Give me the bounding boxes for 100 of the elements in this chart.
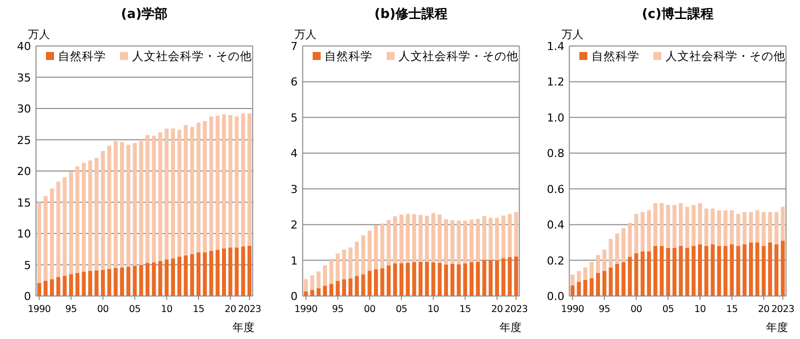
bar [322,286,327,296]
bar [698,203,702,244]
x-axis-title: 年度 [766,321,788,334]
bar [768,212,772,242]
bar [476,262,480,296]
bar [368,270,372,296]
y-tick-label: 35 [17,71,31,84]
bar [653,246,658,296]
x-tick-label: 20 [491,304,504,315]
x-tick-label: 00 [364,304,376,315]
bar [438,214,442,263]
bar [202,121,207,252]
bar [508,257,512,296]
bar [69,172,74,274]
chart-title: (b)修士課程 [374,6,448,22]
x-tick-label: 05 [129,304,141,315]
bar [146,135,150,263]
bar [438,262,442,296]
bar [406,262,410,296]
chart-title: (c)博士課程 [642,6,714,22]
bar [774,244,778,296]
bar [132,266,137,296]
legend-label: 自然科学 [591,49,640,63]
y-tick-label: 1.4 [546,40,564,53]
legend-label: 人文社会科学・その他 [665,49,786,63]
x-tick-label: 10 [694,304,706,315]
bar [62,177,67,276]
bar [710,208,715,244]
bar [171,258,175,296]
bar [470,262,474,296]
bar [780,240,785,296]
bar [50,188,54,280]
bar [672,248,676,296]
bar [374,225,378,270]
bar [241,114,246,246]
bar [228,115,232,248]
x-tick-label: 20 [758,304,770,315]
bar [82,162,86,272]
x-tick-label: 00 [630,304,642,315]
bar [120,268,124,296]
x-tick-label: 00 [97,304,109,315]
bar [190,126,194,254]
y-tick-label: 5 [290,111,298,124]
bar [590,278,594,296]
bar [329,258,334,284]
bar [100,270,105,296]
x-tick-label: 15 [459,304,472,315]
y-tick-label: 10 [17,228,31,240]
y-tick-label: 2 [290,218,298,232]
bar [380,268,384,296]
x-tick-label: 10 [428,304,440,315]
bar [152,136,156,262]
x-tick-label: 95 [65,304,78,315]
bar [590,262,594,278]
bar [622,228,626,262]
bar [723,246,728,296]
y-axis-title: 万人 [561,28,584,41]
bar [368,230,372,271]
bar [374,269,378,296]
bar [488,218,493,260]
bar [495,218,500,260]
bar [698,244,702,296]
bar [470,220,474,262]
bar [730,210,734,244]
bar [386,265,391,296]
bar [152,262,156,296]
bar [456,264,461,296]
bar [406,214,410,263]
bar [774,212,778,244]
bar [361,274,366,296]
bar [37,282,42,296]
bar [463,264,468,296]
bar [508,214,512,258]
bar [94,158,99,270]
bar [241,246,246,296]
bar [730,244,734,296]
bar [685,206,690,248]
bar [640,212,645,252]
bar [342,279,346,296]
bar [576,282,581,296]
bar [647,210,651,252]
bar [114,268,118,296]
bar [196,252,200,296]
bar [248,246,252,296]
bar [386,220,391,266]
bar [678,246,683,296]
bar [678,203,683,246]
bar [44,196,48,281]
bar [615,234,620,264]
x-tick-label: 2023 [771,304,795,315]
x-tick-label: 95 [598,304,610,315]
bar [139,141,144,266]
bar [424,262,429,296]
bar [107,146,112,269]
x-tick-label: 2023 [238,304,262,315]
bar [56,276,60,296]
bar [222,248,226,296]
bar [495,260,500,296]
y-tick-label: 6 [290,76,298,89]
bar [576,271,581,282]
